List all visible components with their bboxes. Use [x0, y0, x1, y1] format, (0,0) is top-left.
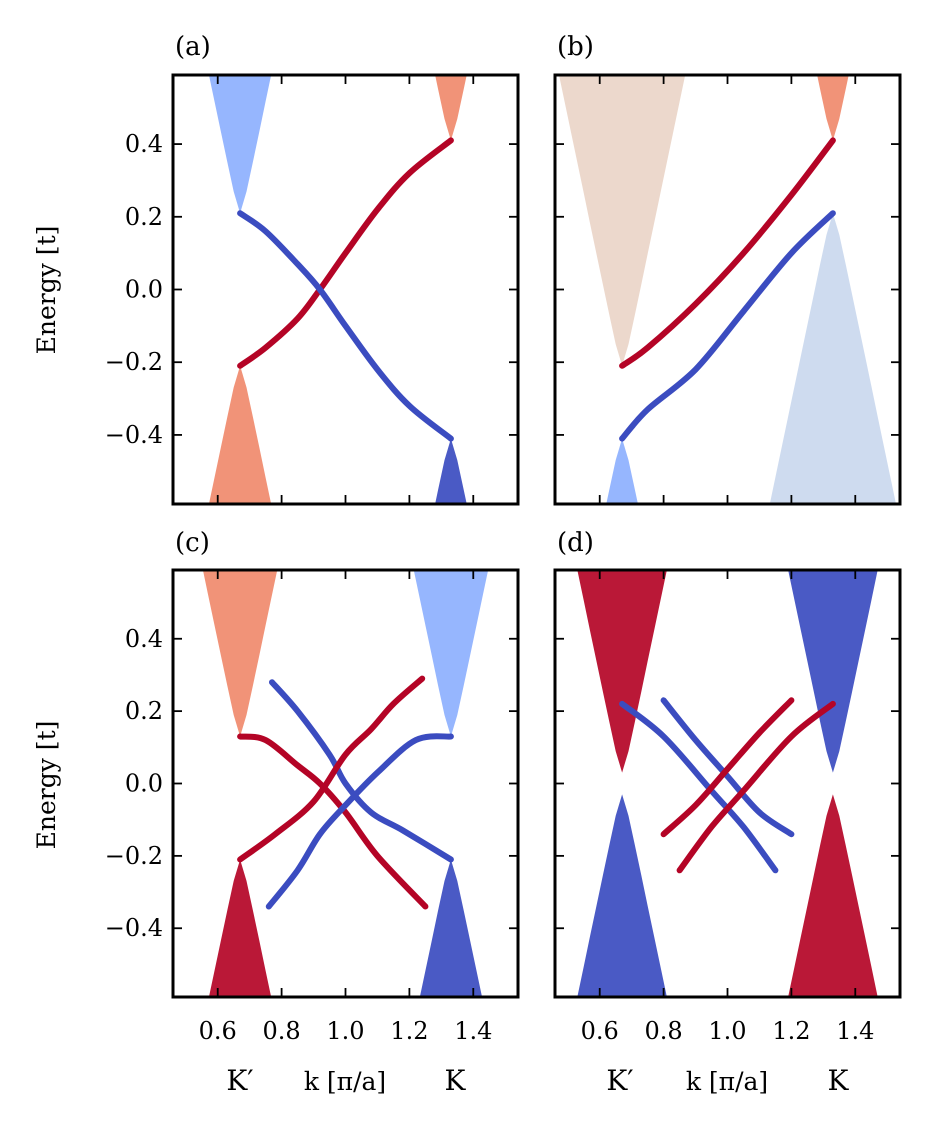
edge-state-c-2	[269, 679, 454, 863]
bulk-band-a-4	[435, 438, 467, 504]
panel-label-a: (a)	[175, 32, 211, 62]
panel-c: −0.4 −0.2 0.0 0.2 0.4 0.6 0.8 1.0 1.2 1.4	[105, 568, 520, 1045]
edge-state-d-2	[660, 697, 795, 838]
edge-state-a-2	[237, 210, 454, 442]
ylabel-top: Energy [t]	[32, 226, 61, 355]
bulk-band-d-2	[577, 794, 667, 997]
ytick-label-c-3: 0.0	[125, 770, 163, 798]
valley-label-kprime-left: K′	[226, 1064, 253, 1097]
ytick-label-a-4: 0.2	[125, 203, 163, 231]
xlabel-right: k [π/a]	[686, 1067, 768, 1096]
ytick-label-c-4: 0.2	[125, 697, 163, 725]
xlabel-left: k [π/a]	[304, 1067, 386, 1096]
edge-state-a-1	[237, 137, 454, 369]
panel-label-c: (c)	[175, 528, 210, 558]
ytick-label-a-3: 0.0	[125, 276, 163, 304]
bulk-band-c-3	[413, 570, 489, 737]
bulk-band-b-3	[817, 75, 849, 141]
bulk-band-b-4	[769, 213, 897, 504]
edge-state-b-2	[619, 210, 836, 442]
valley-label-kprime-right: K′	[606, 1064, 633, 1097]
xtick-label-c-3: 1.0	[326, 1017, 364, 1045]
ytick-label-a-5: 0.4	[125, 130, 163, 158]
valley-label-k-right: K	[828, 1064, 850, 1097]
ylabel-bottom: Energy [t]	[32, 721, 61, 850]
xtick-label-d-2: 0.8	[645, 1017, 683, 1045]
panel-label-b: (b)	[557, 32, 594, 62]
plot-area-d	[577, 570, 878, 997]
edge-state-c-4	[265, 733, 454, 910]
bulk-band-b-1	[558, 75, 686, 366]
plot-area-c	[202, 570, 489, 997]
bulk-band-c-2	[208, 859, 272, 997]
xtick-label-d-1: 0.6	[581, 1017, 619, 1045]
bulk-band-d-1	[577, 570, 667, 773]
bulk-band-a-3	[435, 75, 467, 141]
ytick-label-a-2: −0.2	[105, 348, 163, 376]
panel-d: 0.6 0.8 1.0 1.2 1.4	[553, 568, 902, 1045]
valley-label-k-left: K	[445, 1064, 467, 1097]
bulk-band-b-2	[606, 438, 638, 504]
bulk-band-c-4	[419, 859, 483, 997]
ytick-label-c-1: −0.4	[105, 914, 163, 942]
edge-state-d-3	[660, 697, 795, 838]
xtick-label-d-5: 1.4	[836, 1017, 874, 1045]
xtick-label-c-4: 1.2	[390, 1017, 428, 1045]
panel-a: −0.4 −0.2 0.0 0.2 0.4	[105, 73, 520, 506]
edge-state-c-3	[237, 675, 426, 863]
ytick-label-a-1: −0.4	[105, 421, 163, 449]
bulk-band-d-3	[788, 570, 878, 773]
panel-b	[553, 73, 902, 506]
plot-area-a	[208, 75, 467, 504]
xtick-label-c-2: 0.8	[263, 1017, 301, 1045]
edge-state-c-1	[237, 733, 429, 910]
xtick-label-d-3: 1.0	[708, 1017, 746, 1045]
edge-state-b-1	[619, 137, 836, 369]
bulk-band-d-4	[788, 794, 878, 997]
xtick-label-c-5: 1.4	[454, 1017, 492, 1045]
plot-area-b	[558, 75, 897, 504]
ytick-label-c-2: −0.2	[105, 842, 163, 870]
panel-label-d: (d)	[557, 528, 594, 558]
edge-state-d-4	[676, 700, 836, 874]
xtick-label-d-4: 1.2	[772, 1017, 810, 1045]
xtick-label-c-1: 0.6	[199, 1017, 237, 1045]
ytick-label-c-5: 0.4	[125, 625, 163, 653]
bulk-band-a-2	[208, 365, 272, 504]
bulk-band-a-1	[208, 75, 272, 214]
bulk-band-c-1	[202, 570, 278, 737]
